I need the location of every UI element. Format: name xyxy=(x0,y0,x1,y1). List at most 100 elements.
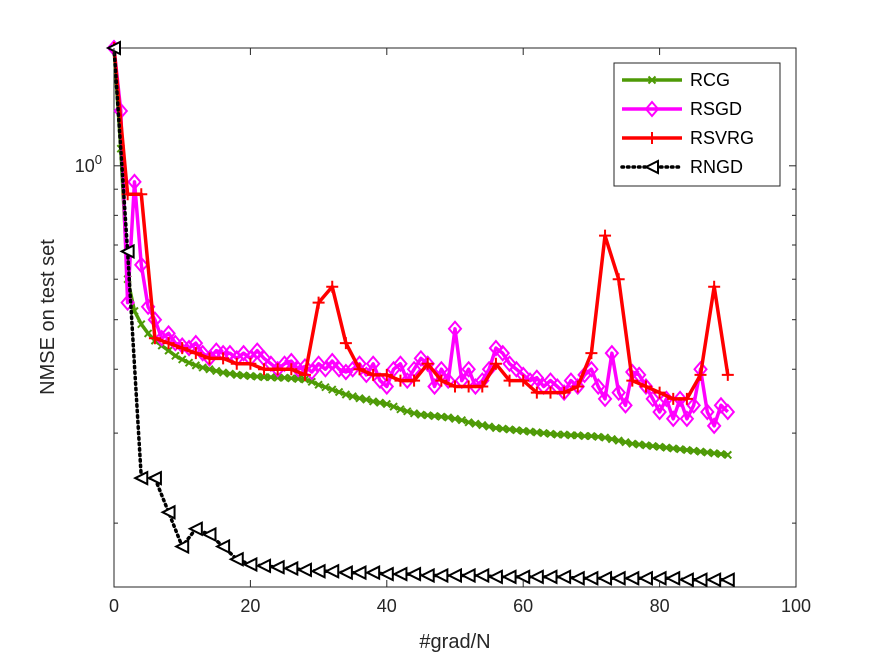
data-point-rsvrg xyxy=(503,374,516,387)
data-point-rcg xyxy=(689,446,698,456)
data-point-rcg xyxy=(409,409,419,418)
legend-entry-rcg: RCG xyxy=(622,70,730,90)
legend-entry-rsvrg: RSVRG xyxy=(622,128,754,148)
data-point-rsgd xyxy=(236,344,251,362)
data-point-rngd xyxy=(119,243,135,260)
data-point-rsvrg xyxy=(203,352,216,365)
series-rsvrg xyxy=(108,42,734,405)
data-point-rsgd xyxy=(372,372,388,390)
data-point-rcg xyxy=(450,414,460,423)
data-point-rcg xyxy=(171,351,180,360)
data-point-rsvrg xyxy=(271,363,284,376)
data-point-rsvrg xyxy=(285,363,298,376)
series-layer xyxy=(105,39,736,588)
data-point-rcg xyxy=(628,439,637,448)
data-point-rsvrg xyxy=(721,368,734,381)
data-point-rsgd xyxy=(427,378,442,396)
data-point-rsvrg xyxy=(244,357,257,370)
data-point-rsgd xyxy=(324,352,340,370)
data-point-rsgd xyxy=(249,342,265,360)
data-point-rcg xyxy=(218,368,228,377)
data-point-rcg xyxy=(396,405,405,414)
data-point-rsgd xyxy=(318,360,333,378)
data-point-rcg xyxy=(553,430,562,439)
data-point-rsvrg xyxy=(599,229,612,242)
data-point-rcg xyxy=(177,355,187,364)
data-point-rcg xyxy=(546,429,555,439)
data-point-rsvrg xyxy=(626,374,639,387)
data-point-rcg xyxy=(191,361,201,370)
data-point-rsgd xyxy=(413,349,429,367)
data-point-rsgd xyxy=(509,360,524,378)
data-point-rcg xyxy=(464,418,473,427)
data-point-rsvrg xyxy=(585,347,598,360)
data-point-rsgd xyxy=(590,378,606,396)
data-point-rcg xyxy=(559,430,569,439)
data-point-rcg xyxy=(573,431,582,440)
data-point-rcg xyxy=(703,448,712,457)
data-point-rcg xyxy=(280,373,289,382)
data-point-rsvrg xyxy=(353,363,366,376)
data-point-rsgd xyxy=(488,339,504,357)
data-point-rcg xyxy=(471,419,480,428)
data-point-rsvrg xyxy=(435,374,448,387)
data-point-rcg xyxy=(341,390,351,399)
data-point-rngd xyxy=(296,562,312,578)
data-point-rsvrg xyxy=(517,374,530,387)
legend-box xyxy=(613,62,781,187)
data-point-rcg xyxy=(232,370,241,380)
data-point-rsgd xyxy=(440,372,456,390)
data-point-rsgd xyxy=(290,360,306,378)
data-point-rsgd xyxy=(304,363,320,381)
data-point-rcg xyxy=(594,432,603,442)
legend-label-rcg: RCG xyxy=(690,70,730,90)
data-point-rsgd xyxy=(645,390,661,408)
data-point-rsgd xyxy=(461,360,476,378)
data-point-rsgd xyxy=(604,344,620,362)
data-point-rngd xyxy=(242,556,258,573)
data-point-rcg xyxy=(723,450,733,460)
legend-label-rsvrg: RSVRG xyxy=(690,128,754,148)
data-point-rcg xyxy=(348,392,357,401)
series-rngd xyxy=(105,40,735,588)
data-point-rcg xyxy=(512,425,521,435)
data-point-rngd xyxy=(474,567,490,584)
data-point-rngd xyxy=(405,566,422,582)
data-point-rngd xyxy=(269,559,285,575)
data-point-rcg xyxy=(253,372,262,381)
data-point-rcg xyxy=(491,423,501,433)
x-tick-label: 40 xyxy=(377,596,397,616)
data-point-rcg xyxy=(375,398,385,407)
data-point-rcg xyxy=(416,410,426,419)
data-point-rcg xyxy=(259,372,269,382)
data-point-rsvrg xyxy=(258,363,271,376)
data-point-rsgd xyxy=(563,372,579,390)
data-point-rcg xyxy=(457,415,467,425)
data-point-rcg xyxy=(484,422,494,431)
data-point-rcg xyxy=(143,329,153,338)
data-point-rsvrg xyxy=(230,357,243,370)
data-point-rcg xyxy=(239,371,248,380)
data-point-rcg xyxy=(607,434,617,444)
data-point-rsvrg xyxy=(667,392,680,405)
data-point-rsvrg xyxy=(380,368,393,381)
data-point-rsgd xyxy=(311,355,326,373)
legend-marker-rcg xyxy=(647,75,657,85)
data-point-rsvrg xyxy=(612,273,625,286)
data-point-rcg xyxy=(518,426,528,436)
data-point-rcg xyxy=(266,372,276,382)
data-point-rsvrg xyxy=(162,337,175,350)
data-point-rsvrg xyxy=(367,368,380,381)
data-point-rcg xyxy=(566,431,576,440)
data-point-rcg xyxy=(382,399,392,409)
data-point-rsvrg xyxy=(653,386,666,399)
data-point-rngd xyxy=(719,572,735,588)
data-point-rsvrg xyxy=(408,374,421,387)
x-tick-label: 80 xyxy=(650,596,670,616)
data-point-rcg xyxy=(662,443,671,452)
data-point-rsgd xyxy=(338,363,354,381)
y-axis-label: NMSE on test set xyxy=(37,239,59,395)
data-point-rsvrg xyxy=(544,386,557,399)
data-point-rsvrg xyxy=(217,352,230,365)
